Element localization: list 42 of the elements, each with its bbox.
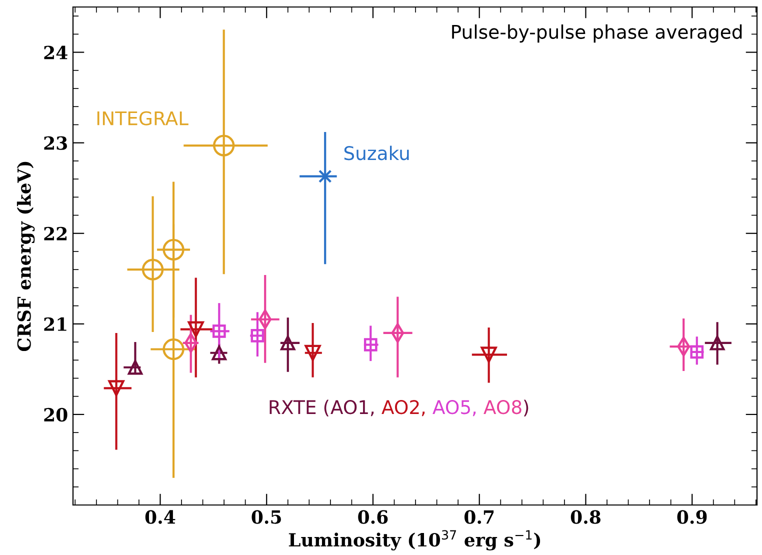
y-tick-label: 20 xyxy=(44,408,68,422)
y-tick-label: 24 xyxy=(44,46,68,60)
x-tick-label: 0.8 xyxy=(570,510,600,524)
point xyxy=(318,170,332,183)
point xyxy=(128,360,143,375)
series-label: Suzaku xyxy=(344,146,409,160)
text: AO1 xyxy=(330,400,368,414)
series-label: INTEGRAL xyxy=(97,111,188,126)
x-tick-label: 0.4 xyxy=(145,510,176,524)
annotation: , xyxy=(370,412,374,416)
point xyxy=(250,329,264,342)
point xyxy=(710,336,725,350)
point xyxy=(480,346,497,363)
text: AO8 xyxy=(484,400,522,414)
x-tick-label: 0.5 xyxy=(252,510,281,524)
point xyxy=(304,344,321,361)
text: AO5 xyxy=(432,400,470,414)
y-tick-label: 23 xyxy=(44,136,67,150)
point xyxy=(690,345,704,359)
x-axis-title: Luminosity (10$^{37}$ erg s$^{−1}$) xyxy=(288,530,540,550)
point xyxy=(280,336,296,350)
annotation: ) xyxy=(524,400,528,416)
x-tick-label: 0.9 xyxy=(677,510,707,524)
y-tick-label: 22 xyxy=(44,226,67,240)
y-tick-label: 21 xyxy=(44,317,66,331)
annotation: RXTE ( xyxy=(270,400,329,416)
annotation: Pulse-by-pulse phase averaged xyxy=(452,24,742,43)
point xyxy=(188,321,204,338)
point xyxy=(108,380,124,396)
y-axis-title: CRSF energy (keV) xyxy=(16,162,35,352)
point xyxy=(142,258,164,280)
point xyxy=(213,134,235,156)
text: , xyxy=(422,412,425,416)
x-tick-label: 0.7 xyxy=(464,510,494,524)
text: AO2 xyxy=(382,400,419,414)
text: , xyxy=(472,412,476,416)
x-tick-label: 0.6 xyxy=(358,510,388,524)
point xyxy=(162,238,184,260)
point xyxy=(212,346,227,360)
point xyxy=(364,338,378,352)
point xyxy=(162,338,184,360)
point xyxy=(212,324,226,338)
